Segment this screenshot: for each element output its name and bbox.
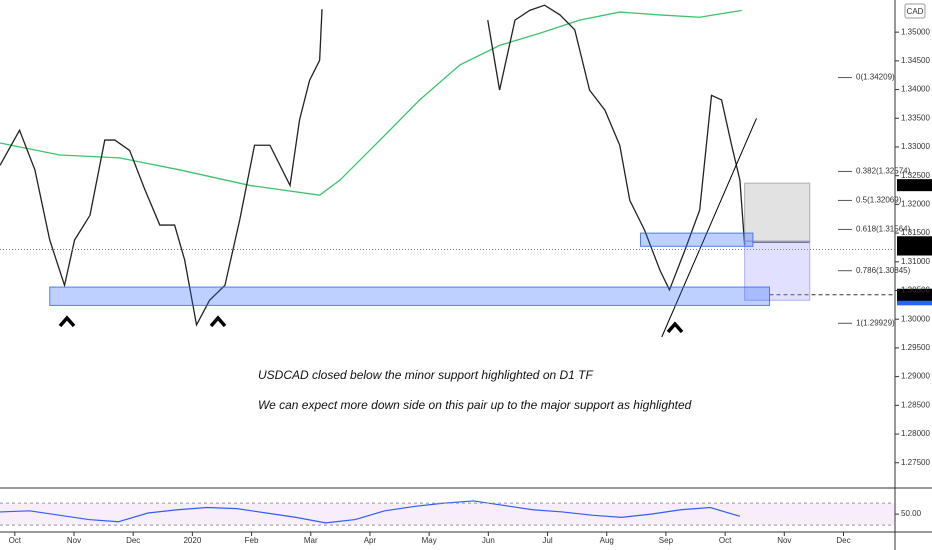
x-tick-label: Mar [304, 536, 318, 545]
x-tick-label: Dec [126, 536, 140, 545]
fib-label: 0(1.34209) [856, 73, 895, 82]
trendline [661, 118, 757, 338]
fib-label: 0.382(1.32574) [856, 167, 911, 176]
zone [639, 232, 754, 247]
price-tag [897, 288, 932, 301]
x-tick-label: Oct [719, 536, 732, 545]
x-tick-label: Dec [836, 536, 850, 545]
y-tick-label: 1.33500 [901, 113, 930, 122]
y-tick-label: 1.30500 [901, 286, 930, 295]
note: USDCAD closed below the minor support hi… [258, 368, 593, 382]
y-tick-label: 1.34500 [901, 56, 930, 65]
zone [49, 286, 771, 306]
x-tick-label: May [422, 536, 437, 545]
x-tick-label: Jun [482, 536, 495, 545]
zone [744, 182, 811, 242]
y-tick-label: 1.35000 [901, 27, 930, 36]
y-tick-label: 1.32000 [901, 199, 930, 208]
x-tick-label: Aug [600, 536, 614, 545]
rsi-band [0, 503, 895, 526]
x-tick-label: Sep [659, 536, 674, 545]
fib-label: 1(1.29929) [856, 318, 895, 327]
y-tick-label: 1.34000 [901, 85, 930, 94]
caret [209, 315, 227, 328]
zone [744, 240, 811, 301]
fib-label: 0.786(1.30845) [856, 266, 911, 275]
markers [58, 315, 684, 334]
y-tick-label: 1.28000 [901, 429, 930, 438]
y-tick-label: 1.29000 [901, 372, 930, 381]
rsi-line [0, 500, 741, 524]
y-tick-label: 1.33000 [901, 142, 930, 151]
y-tick-label: 1.29500 [901, 343, 930, 352]
x-tick-label: Oct [9, 536, 22, 545]
x-tick-label: Apr [364, 536, 377, 545]
x-tick-label: Nov [777, 536, 791, 545]
y-tick-label: 1.27500 [901, 458, 930, 467]
caret [58, 315, 76, 328]
x-tick-label: Feb [245, 536, 259, 545]
x-tick-label: 2020 [183, 536, 201, 545]
y-tick-label: 1.28500 [901, 400, 930, 409]
rsi-tick-label: 50.00 [901, 509, 922, 518]
price-tag [897, 236, 932, 249]
x-tick-label: Nov [67, 536, 81, 545]
currency-label: CAD [907, 7, 924, 16]
fib-label: 0.618(1.31564) [856, 225, 911, 234]
y-tick-label: 1.30000 [901, 314, 930, 323]
price-tag [897, 179, 932, 192]
y-tick-label: 1.31500 [901, 228, 930, 237]
x-tick-label: Jul [542, 536, 552, 545]
y-tick-label: 1.31000 [901, 257, 930, 266]
caret [666, 321, 684, 334]
price-line [0, 9, 742, 196]
price-line [0, 4, 746, 327]
y-tick-label: 1.32500 [901, 171, 930, 180]
note: We can expect more down side on this pai… [258, 398, 692, 412]
fib-label: 0.5(1.32069) [856, 196, 902, 205]
currency-box [904, 3, 926, 19]
